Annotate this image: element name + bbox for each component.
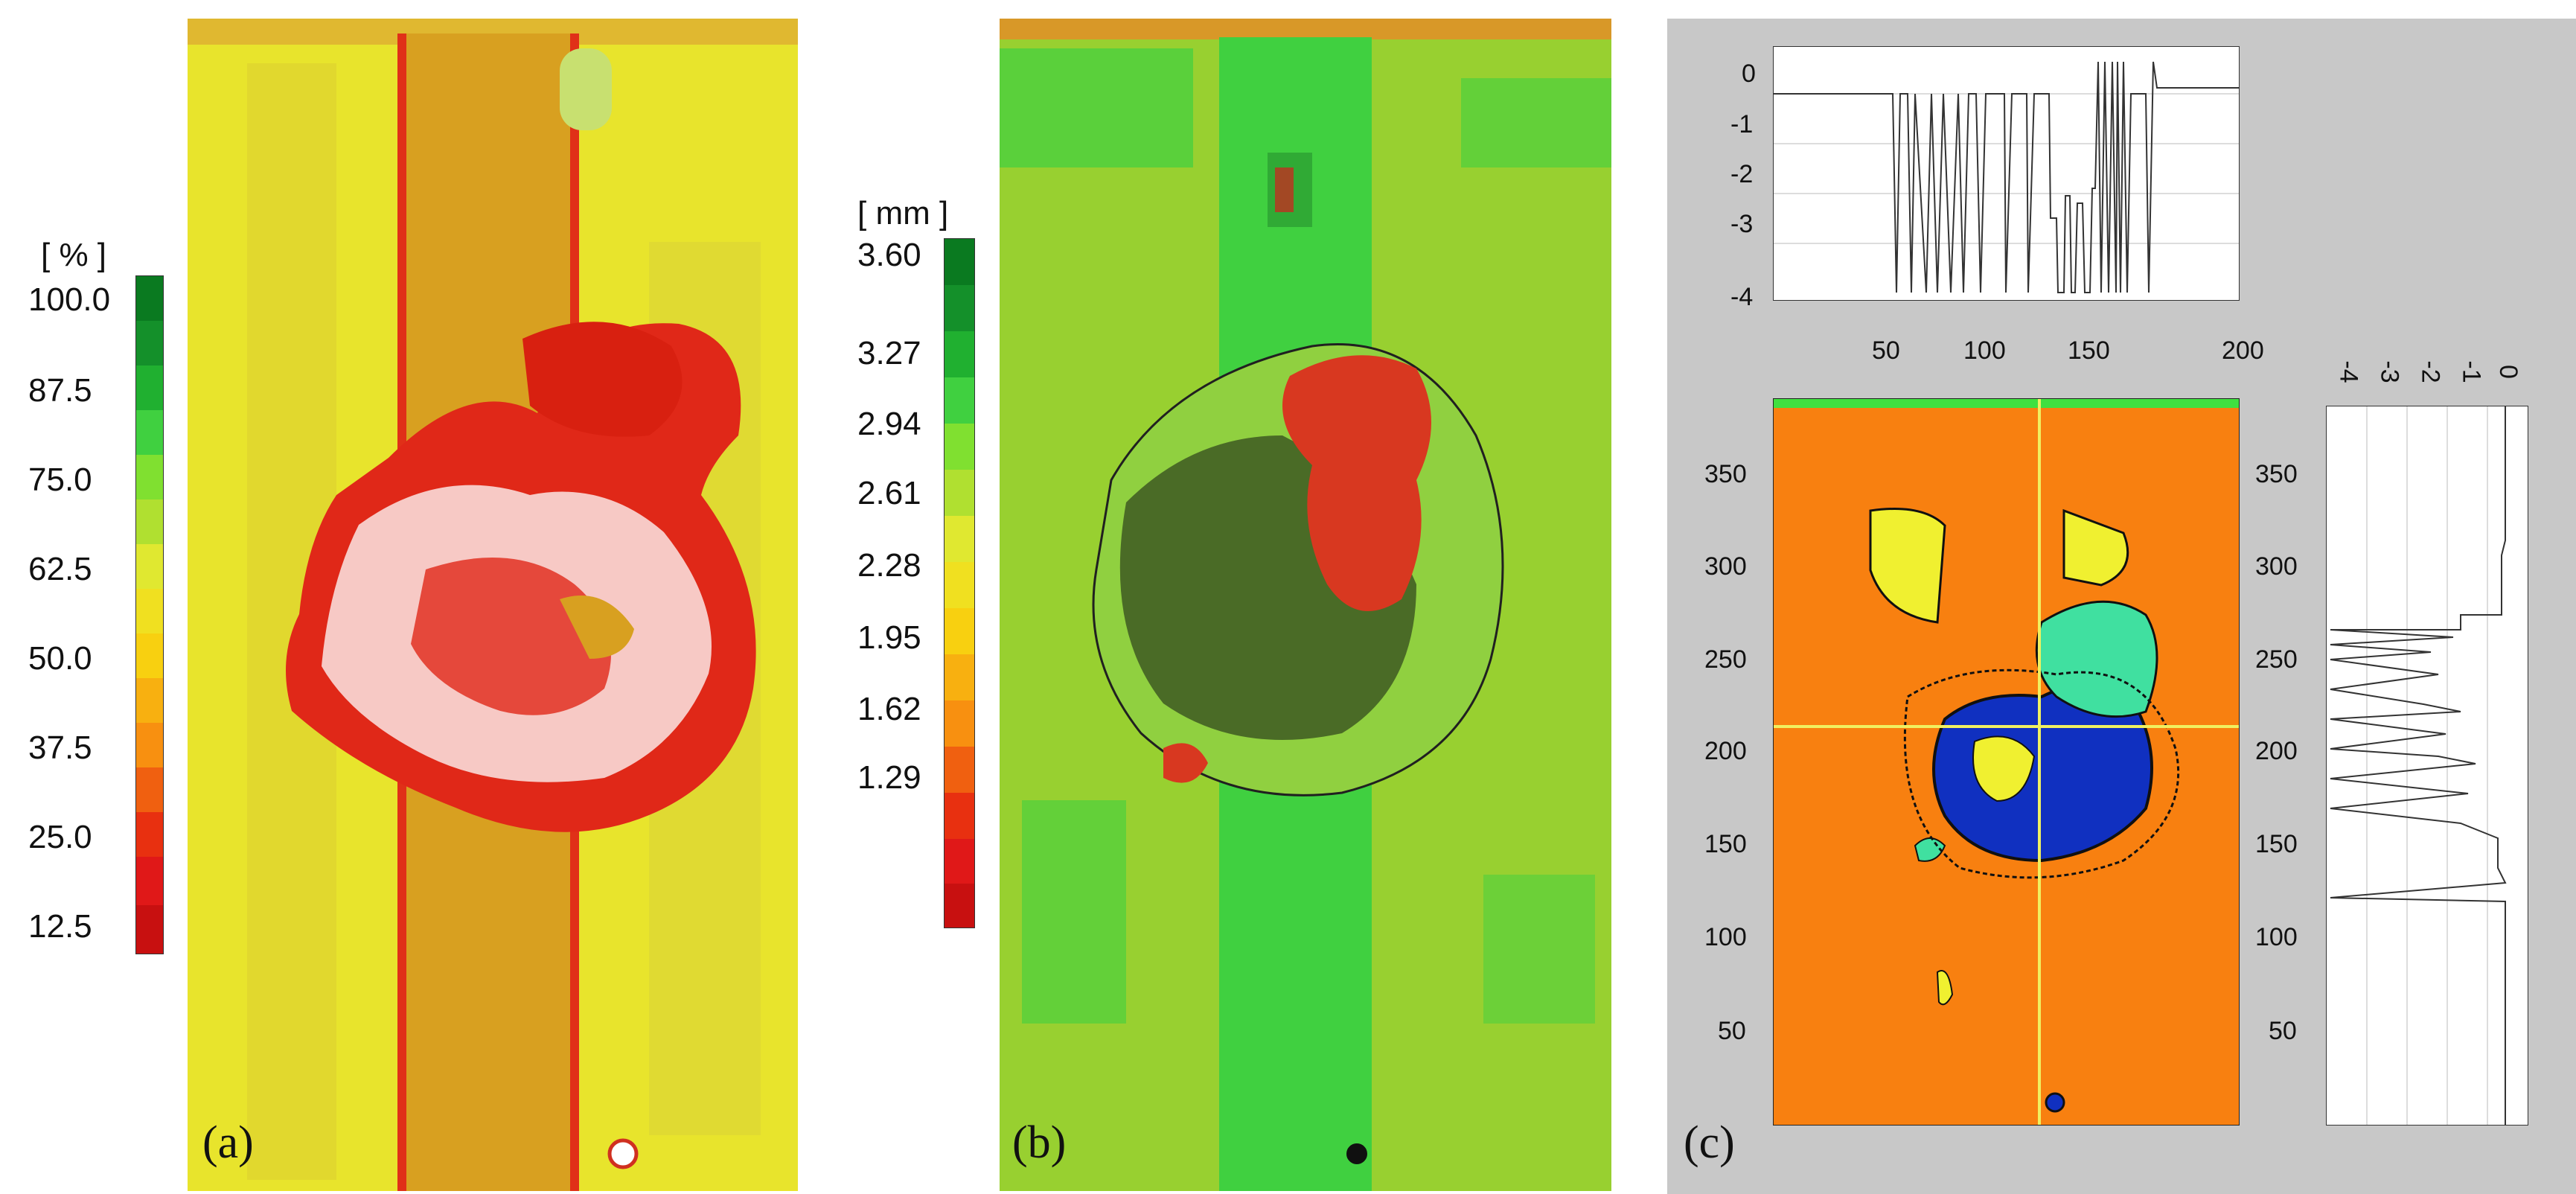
side-profile-y-tick: 200	[2255, 737, 2298, 765]
panel-a-scale-label: 37.5	[28, 730, 92, 766]
panel-b-unit: [ mm ]	[857, 195, 949, 232]
side-profile-y-tick: 300	[2255, 552, 2298, 581]
side-profile-x-tick: -3	[2375, 360, 2404, 383]
panel-a-label: (a)	[202, 1117, 254, 1168]
panel-c-top-profile	[1773, 46, 2240, 301]
panel-c-label: (c)	[1684, 1117, 1735, 1168]
panel-a-scale-label: 50.0	[28, 640, 92, 677]
top-profile-y-tick: -4	[1730, 283, 1754, 311]
panel-a-scale-label: 25.0	[28, 819, 92, 855]
top-profile-y-tick: -1	[1730, 110, 1754, 138]
map-y-tick: 300	[1704, 552, 1747, 581]
depth-map-svg	[1774, 399, 2239, 1125]
panel-a-colorbar	[135, 275, 164, 954]
panel-b-scale-label: 1.62	[857, 691, 921, 727]
panel-b-scale-label: 3.60	[857, 237, 921, 273]
top-profile-y-tick: -2	[1730, 160, 1754, 188]
panel-c-depth-map	[1773, 398, 2240, 1126]
panel-a-unit: [ % ]	[41, 237, 107, 273]
map-x-tick: 200	[2222, 336, 2264, 365]
panel-b-scale-label: 2.61	[857, 475, 921, 511]
panel-b-scale-label: 1.95	[857, 619, 921, 656]
side-profile-x-tick: -1	[2457, 360, 2486, 383]
panel-a-scale-label: 100.0	[28, 281, 111, 318]
map-y-tick: 250	[1704, 645, 1747, 674]
panel-a-map-svg	[188, 19, 798, 1191]
side-profile-x-tick: -2	[2416, 360, 2445, 383]
map-x-tick: 100	[1963, 336, 2006, 365]
map-y-tick: 50	[1718, 1017, 1746, 1045]
panel-b-scale-label: 3.27	[857, 335, 921, 371]
map-y-tick: 100	[1704, 923, 1747, 951]
panel-a-scale-label: 75.0	[28, 462, 92, 498]
panel-b-colorbar	[944, 238, 975, 928]
panel-a-strain-map	[188, 19, 798, 1191]
panel-b-label: (b)	[1012, 1117, 1067, 1168]
top-profile-y-tick: 0	[1742, 60, 1756, 88]
map-y-tick: 350	[1704, 460, 1747, 488]
top-profile-svg	[1774, 61, 2239, 293]
side-profile-x-tick: 0	[2493, 365, 2522, 379]
side-profile-y-tick: 100	[2255, 923, 2298, 951]
panel-b-map-svg	[1000, 19, 1611, 1191]
map-x-tick: 50	[1872, 336, 1900, 365]
map-y-tick: 200	[1704, 737, 1747, 765]
panel-c-side-profile	[2326, 406, 2528, 1126]
side-profile-svg	[2330, 406, 2507, 1125]
panel-b-scale-label: 2.28	[857, 547, 921, 584]
panel-a-scale-label: 12.5	[28, 908, 92, 945]
panel-b-scale-label: 2.94	[857, 406, 921, 442]
side-profile-y-tick: 150	[2255, 830, 2298, 858]
side-profile-y-tick: 50	[2269, 1017, 2297, 1045]
panel-a-scale-label: 62.5	[28, 551, 92, 587]
side-profile-x-tick: -4	[2334, 360, 2363, 383]
panel-a-scale-label: 87.5	[28, 372, 92, 409]
map-y-tick: 150	[1704, 830, 1747, 858]
side-profile-y-tick: 350	[2255, 460, 2298, 488]
map-x-tick: 150	[2068, 336, 2110, 365]
side-profile-y-tick: 250	[2255, 645, 2298, 674]
panel-b-displacement-map	[1000, 19, 1611, 1191]
panel-b-scale-label: 1.29	[857, 759, 921, 796]
top-profile-y-tick: -3	[1730, 210, 1754, 238]
